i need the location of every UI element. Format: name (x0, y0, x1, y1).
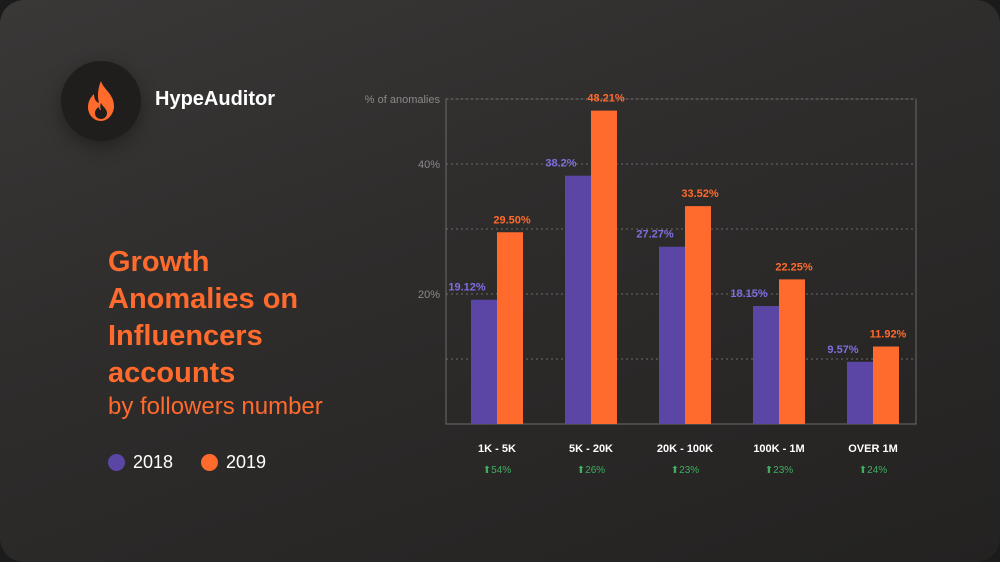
x-category-label: OVER 1M (848, 443, 898, 455)
bar-2019-1 (591, 110, 617, 424)
bar-2019-4 (873, 346, 899, 424)
growth-label: ⬆26% (577, 465, 606, 476)
bar-2018-0 (471, 299, 497, 424)
brand-name: HypeAuditor (155, 88, 275, 110)
data-label-2019: 33.52% (681, 188, 719, 200)
heading-line: Growth (108, 246, 210, 278)
legend-label-2018: 2018 (133, 452, 174, 472)
growth-label: ⬆54% (483, 465, 512, 476)
data-label-2018: 9.57% (827, 344, 858, 356)
data-label-2019: 22.25% (775, 261, 813, 273)
chart-heading: Growth Anomalies on Influencers accounts (108, 244, 408, 392)
bar-2018-3 (753, 306, 779, 424)
legend-item-2018: 2018 (108, 452, 173, 473)
legend-item-2019: 2019 (201, 452, 266, 473)
data-label-2018: 27.27% (636, 229, 674, 241)
legend-label-2019: 2019 (226, 452, 267, 472)
x-category-label: 5K - 20K (569, 443, 613, 455)
growth-label: ⬆23% (671, 465, 700, 476)
x-category-label: 20K - 100K (657, 443, 713, 455)
data-label-2018: 38.2% (545, 158, 576, 170)
legend-swatch-2018 (108, 454, 125, 471)
bar-2018-1 (565, 175, 591, 424)
data-label-2018: 18.15% (730, 288, 768, 300)
logo (61, 61, 141, 141)
bar-2019-3 (779, 279, 805, 424)
y-tick-label: 20% (418, 289, 440, 301)
heading-line: Anomalies on (108, 283, 299, 315)
bar-2018-2 (659, 246, 685, 424)
data-label-2019: 11.92% (870, 329, 907, 341)
x-category-label: 100K - 1M (753, 443, 804, 455)
bar-2019-0 (497, 232, 523, 424)
data-label-2019: 29.50% (493, 214, 531, 226)
y-axis-label: % of anomalies (365, 94, 441, 106)
bar-2019-2 (685, 206, 711, 424)
legend-swatch-2019 (201, 454, 218, 471)
y-tick-label: 40% (418, 159, 440, 171)
chart-subheading: by followers number (108, 393, 323, 420)
growth-label: ⬆24% (859, 465, 888, 476)
heading-line: accounts (108, 357, 236, 389)
data-label-2019: 48.21% (587, 93, 625, 105)
bar-2018-4 (847, 361, 873, 424)
data-label-2018: 19.12% (448, 282, 486, 294)
flame-icon (88, 81, 114, 121)
heading-line: Influencers (108, 320, 263, 352)
growth-label: ⬆23% (765, 465, 794, 476)
x-category-label: 1K - 5K (478, 443, 516, 455)
